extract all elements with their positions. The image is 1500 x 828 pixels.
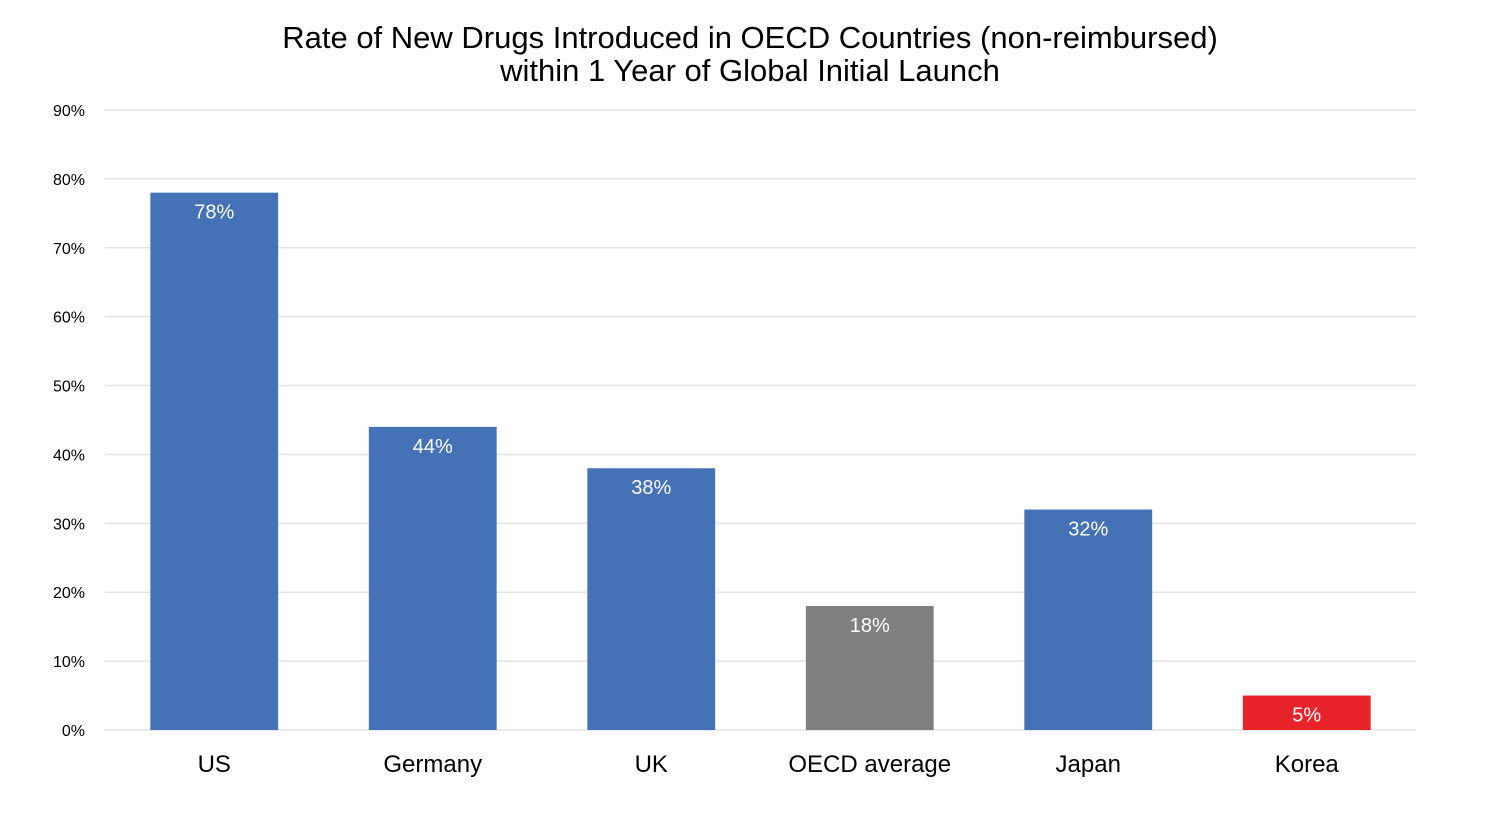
y-tick-label: 0% [62,723,85,740]
data-label: 18% [850,615,890,637]
chart-title-line-2: within 1 Year of Global Initial Launch [499,53,1000,88]
data-label: 32% [1068,519,1108,541]
x-tick-label: Korea [1275,751,1340,778]
chart-title: Rate of New Drugs Introduced in OECD Cou… [282,20,1218,88]
x-tick-label: Japan [1056,751,1121,778]
y-tick-label: 30% [53,516,85,533]
y-tick-label: 40% [53,447,85,464]
y-tick-label: 10% [53,654,85,671]
y-tick-label: 80% [53,172,85,189]
data-label: 5% [1292,705,1321,727]
x-tick-label: UK [635,751,668,778]
bar [150,192,279,730]
chart-title-line-1: Rate of New Drugs Introduced in OECD Cou… [282,20,1218,55]
x-tick-label: US [198,751,231,778]
x-tick-label: Germany [383,751,482,778]
bar [1024,509,1153,730]
data-label: 38% [631,477,671,499]
y-axis-tick-labels: 0% 10% 20% 30% 40% 50% 60% 70% 80% 90% [53,103,85,740]
x-tick-label: OECD average [788,751,951,778]
bar [587,468,716,730]
y-tick-label: 50% [53,379,85,396]
y-tick-label: 20% [53,585,85,602]
data-label: 78% [194,202,234,224]
bars [150,192,1371,730]
x-axis-tick-labels: US Germany UK OECD average Japan Korea [198,751,1340,778]
data-label: 44% [413,436,453,458]
y-tick-label: 90% [53,103,85,120]
gridlines [105,109,1416,731]
y-tick-label: 60% [53,310,85,327]
y-tick-label: 70% [53,241,85,258]
bar [1242,695,1371,730]
data-labels: 78% 44% 38% 18% 32% 5% [194,202,1321,727]
bar [805,606,934,730]
bar [368,426,497,730]
